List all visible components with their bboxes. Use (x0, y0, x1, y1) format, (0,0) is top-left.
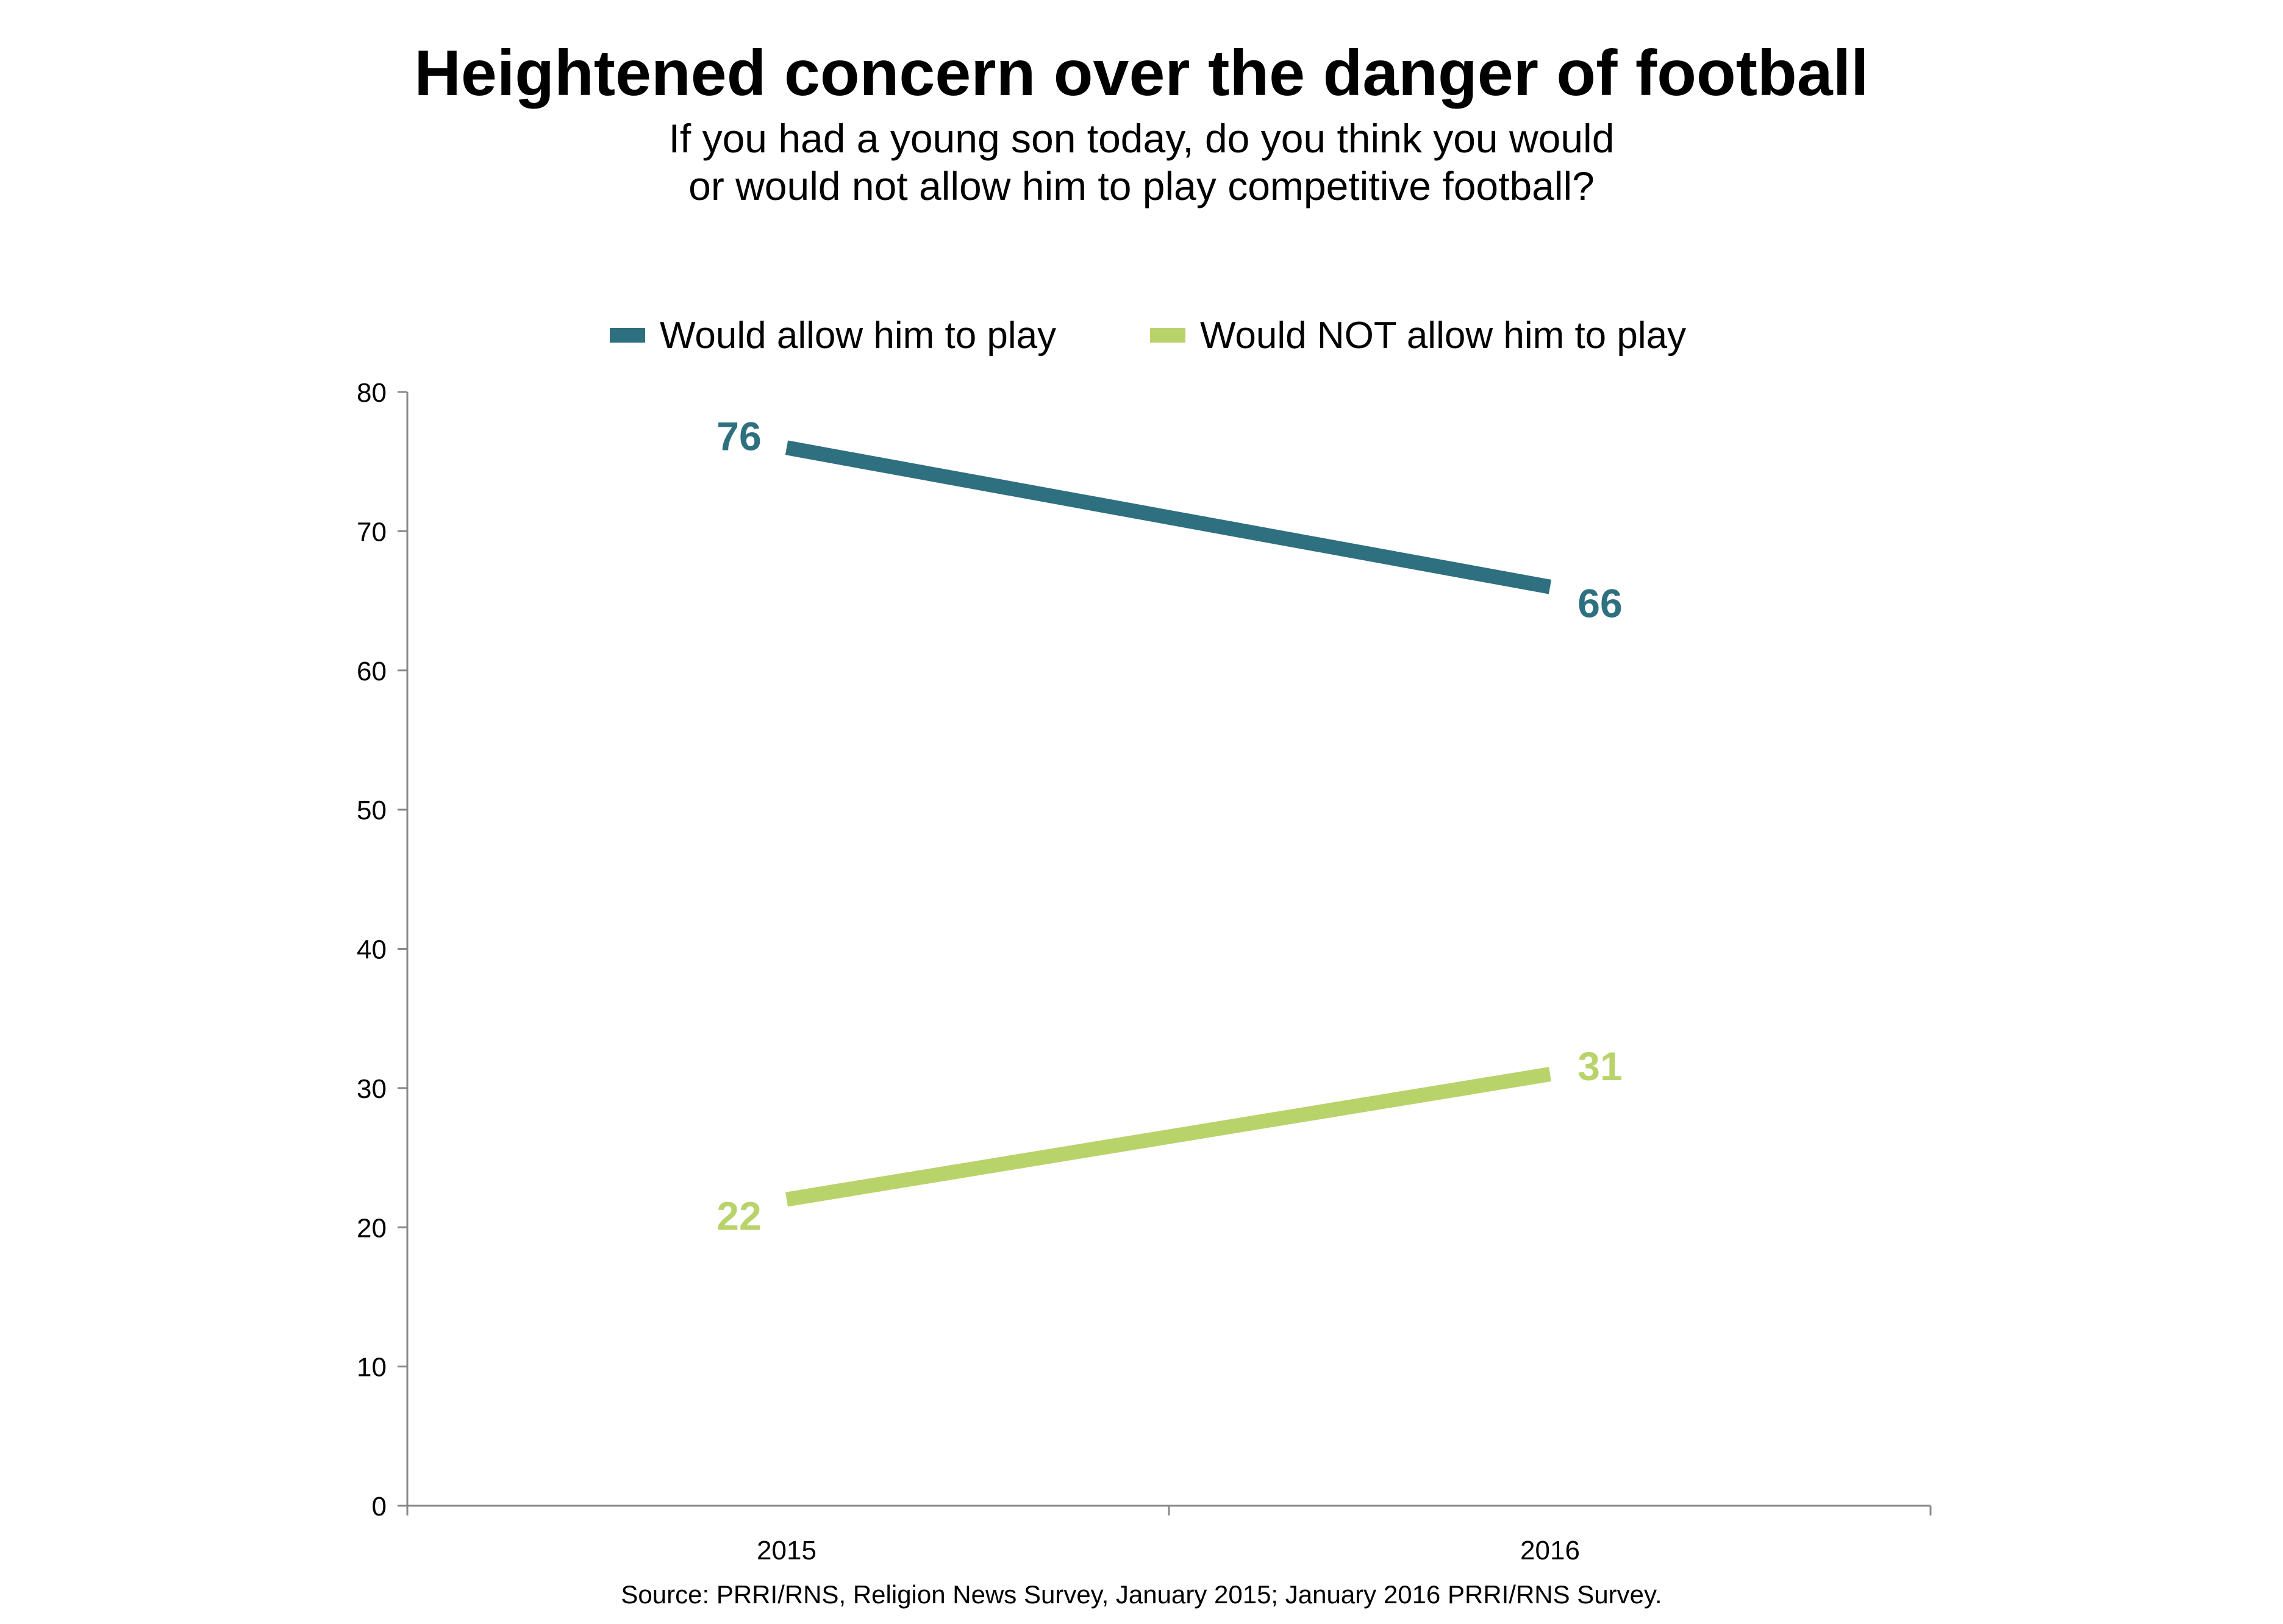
y-tick-label: 50 (357, 796, 387, 825)
y-tick-label: 80 (357, 378, 387, 408)
series-line-0 (785, 440, 1552, 594)
subtitle-line-1: If you had a young son today, do you thi… (668, 116, 1615, 161)
legend-swatch-not-allow (1150, 328, 1185, 343)
chart-title: Heightened concern over the danger of fo… (414, 37, 1869, 109)
data-label: 76 (716, 413, 761, 458)
x-tick-label: 2015 (757, 1536, 816, 1565)
legend-swatch-allow (610, 328, 645, 343)
series-line-1 (785, 1067, 1551, 1207)
legend-item-not-allow: Would NOT allow him to play (1150, 311, 1686, 360)
x-tick-label: 2016 (1520, 1536, 1580, 1565)
y-tick-label: 30 (357, 1074, 387, 1104)
source-note: Source: PRRI/RNS, Religion News Survey, … (621, 1580, 1662, 1609)
data-label: 22 (716, 1194, 761, 1239)
legend-label-not-allow: Would NOT allow him to play (1200, 314, 1687, 357)
data-label: 66 (1577, 581, 1622, 626)
y-tick-label: 40 (357, 935, 387, 965)
y-tick-label: 70 (357, 517, 387, 547)
legend: Would allow him to play Would NOT allow … (0, 311, 2283, 360)
legend-label-allow: Would allow him to play (660, 314, 1057, 357)
subtitle-line-2: or would not allow him to play competiti… (688, 163, 1595, 208)
y-tick-label: 0 (372, 1492, 387, 1522)
y-tick-label: 20 (357, 1213, 387, 1243)
y-tick-label: 60 (357, 657, 387, 686)
data-label: 31 (1577, 1044, 1622, 1089)
chart-subtitle: If you had a young son today, do you thi… (532, 115, 1751, 210)
legend-item-allow: Would allow him to play (610, 311, 1056, 360)
y-tick-label: 10 (357, 1353, 387, 1383)
